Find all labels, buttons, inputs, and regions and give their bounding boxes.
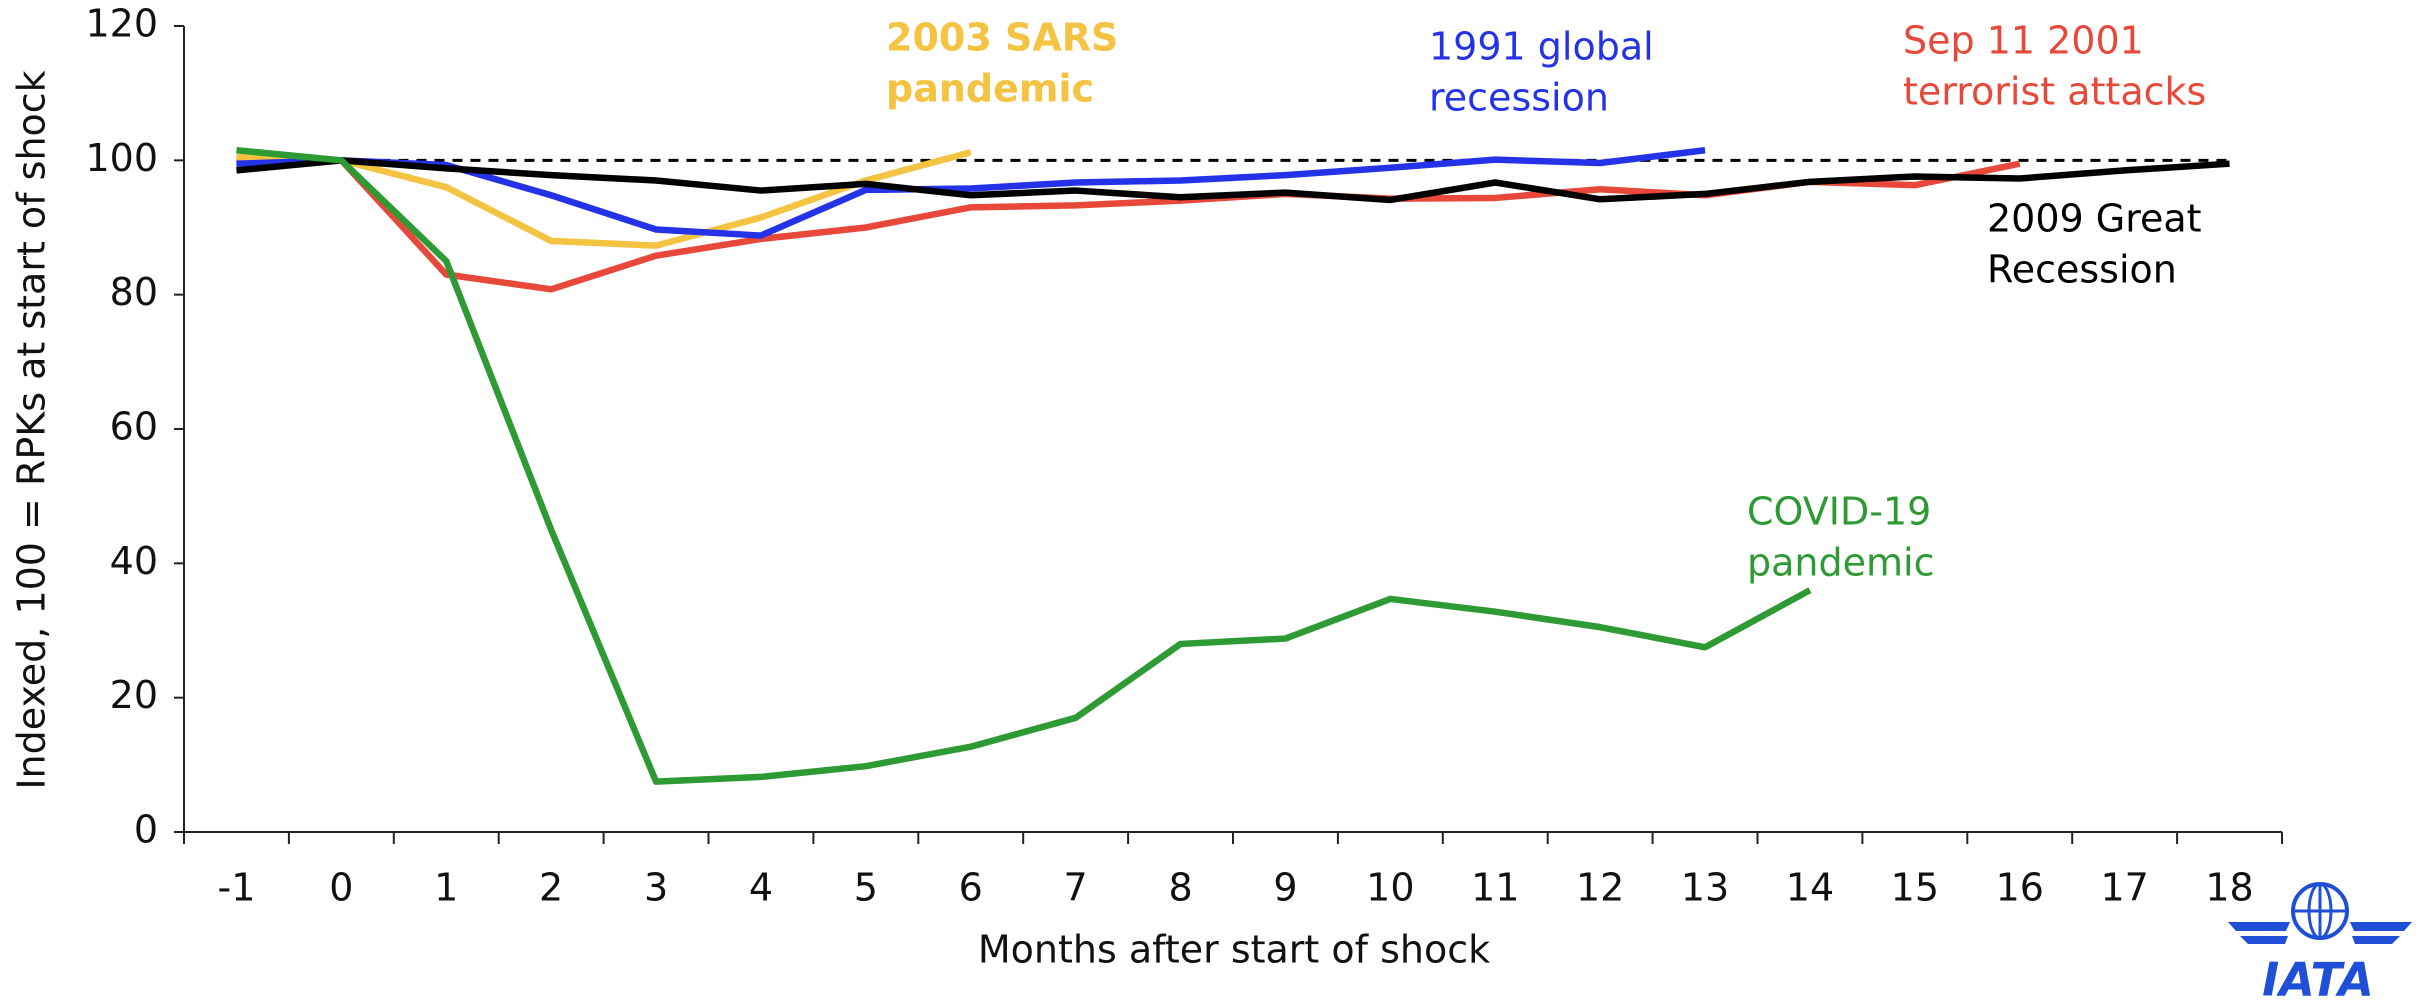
x-tick-label: 12 [1576,866,1624,910]
x-tick-label: 9 [1273,866,1297,910]
y-tick-label: 40 [110,539,158,583]
x-tick-label: 13 [1681,866,1729,910]
series-label: 1991 global [1429,25,1654,69]
x-tick-label: 17 [2100,866,2148,910]
x-tick-label: 3 [644,866,668,910]
iata-logo: IATA [2228,882,2412,1001]
y-axis-label: Indexed, 100 = RPKs at start of shock [10,70,54,789]
x-tick-label: 18 [2205,866,2253,910]
series-label: COVID-19 [1747,490,1931,534]
series-line [236,147,1706,239]
series-line [236,147,1812,785]
y-tick-label: 120 [85,2,158,46]
x-tick-label: 10 [1366,866,1414,910]
x-tick-label: 4 [749,866,773,910]
series-label: 2009 Great [1987,197,2202,241]
x-tick-label: 6 [959,866,983,910]
series-label: recession [1429,76,1609,120]
y-tick-label: 0 [134,808,158,852]
x-tick-label: 5 [854,866,878,910]
y-tick-label: 80 [110,270,158,314]
x-tick-label: 1 [434,866,458,910]
series-label: pandemic [1747,541,1934,585]
x-tick-label: -1 [218,866,256,910]
x-tick-label: 14 [1786,866,1834,910]
series-line [236,157,2230,204]
x-tick-label: 16 [1996,866,2044,910]
series-label: Sep 11 2001 [1903,19,2144,63]
x-tick-label: 11 [1471,866,1519,910]
series-label: terrorist attacks [1903,70,2206,114]
logo-text: IATA [2262,953,2374,1001]
x-tick-label: 7 [1064,866,1088,910]
x-tick-label: 8 [1168,866,1192,910]
series-label: 2003 SARS [886,16,1118,60]
y-tick-label: 20 [110,673,158,717]
y-tick-label: 60 [110,405,158,449]
x-tick-label: 15 [1891,866,1939,910]
x-tick-label: 2 [539,866,563,910]
series-label: Recession [1987,248,2177,292]
y-tick-label: 100 [85,136,158,180]
x-tick-label: 0 [329,866,353,910]
x-axis-label: Months after start of shock [978,928,1490,972]
series-label: pandemic [886,67,1094,111]
